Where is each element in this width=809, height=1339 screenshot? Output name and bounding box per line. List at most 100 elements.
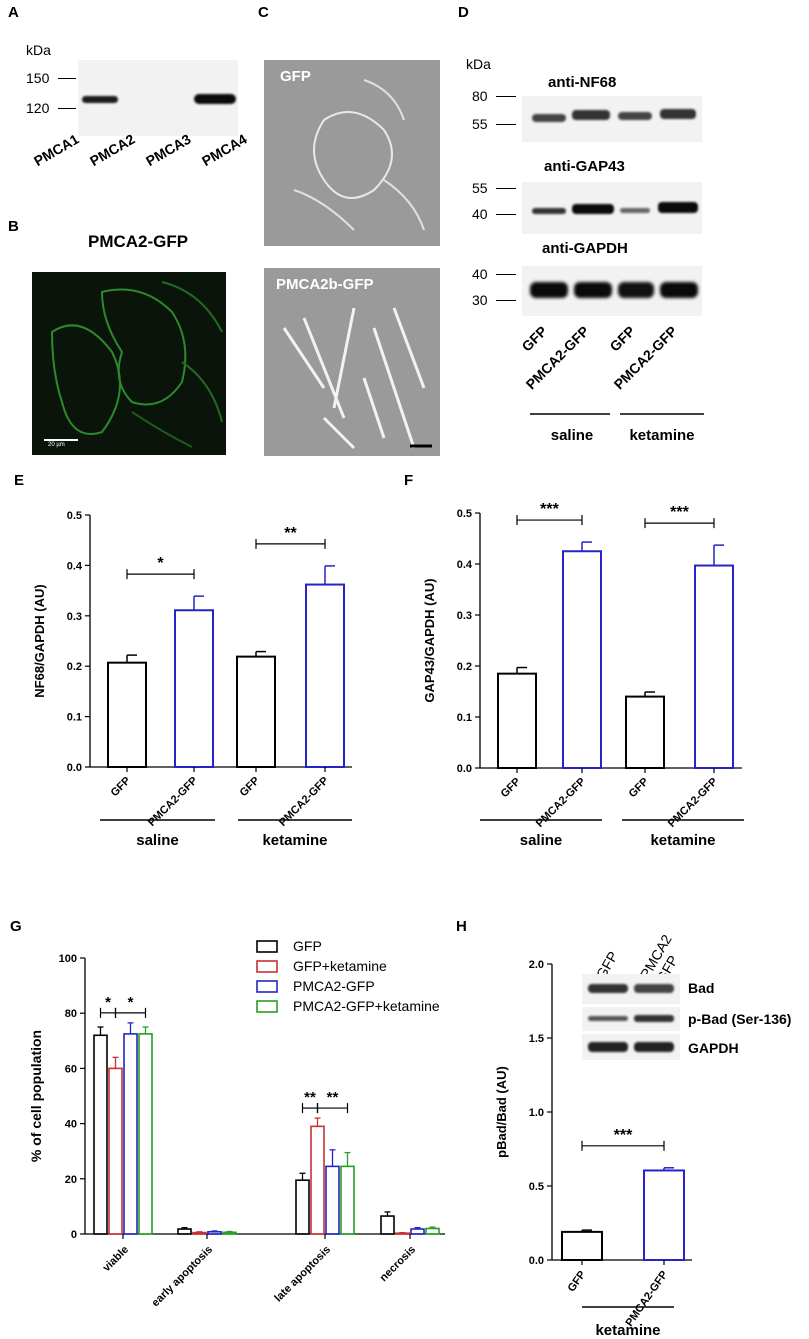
panel-a-lane-pmca4: PMCA4 (199, 131, 250, 169)
chart-f-ylabel: GAP43/GAPDH (AU) (422, 578, 437, 702)
panel-d-blot2-title: anti-GAP43 (544, 158, 625, 175)
chart-g-bar (295, 1179, 310, 1235)
panel-h-blot-bad (582, 974, 680, 1004)
chart-f-group-label: ketamine (650, 832, 715, 849)
chart-g-legend-swatch (256, 1000, 278, 1013)
panel-b-scale-label: 20 µm (48, 442, 65, 448)
panel-h-blot-label-pbad: p-Bad (Ser-136) (688, 1011, 792, 1027)
chart-g-bar (123, 1033, 138, 1235)
chart-g-ytick-label: 80 (65, 1008, 77, 1020)
chart-h-ytick-label: 0.0 (529, 1255, 544, 1267)
panel-a-lane-pmca3: PMCA3 (143, 131, 194, 169)
chart-g-ytick-label: 20 (65, 1174, 77, 1186)
chart-g-legend-label: GFP (293, 938, 322, 954)
chart-f-bar (625, 695, 665, 770)
panel-d-blot3-m40: 40 (472, 266, 488, 282)
chart-e-bar (174, 609, 214, 768)
panel-d-blot1-tick1 (496, 96, 516, 97)
chart-g-category-label: necrosis (378, 1244, 418, 1284)
panel-a-kda: kDa (26, 42, 51, 58)
chart-g-ytick-label: 100 (59, 953, 77, 965)
chart-e-category-label: GFP (238, 775, 262, 799)
panel-h-lane-labels: GFP PMCA2 -GFP (593, 932, 681, 988)
panel-d-blot1-m80: 80 (472, 88, 488, 104)
panel-d-blot1 (522, 96, 702, 142)
panel-d-blot2-band3 (620, 208, 650, 213)
chart-g-legend-swatch (256, 980, 278, 993)
chart-g-legend-swatch (256, 940, 278, 953)
chart-f-ytick-label: 0.2 (457, 661, 472, 673)
panel-h-blot-gapdh (582, 1034, 680, 1060)
panel-d-blot1-band3 (618, 112, 652, 120)
panel-a-band-pmca1 (82, 96, 118, 103)
chart-h-sig-label: *** (614, 1127, 633, 1144)
chart-f-bar (497, 672, 537, 769)
chart-g-bar (93, 1034, 108, 1235)
chart-f-bar (694, 564, 734, 769)
chart-g-legend-label: PMCA2-GFP+ketamine (293, 998, 440, 1014)
panel-a-lane-pmca1: PMCA1 (31, 131, 82, 169)
panel-a-blot (78, 60, 238, 136)
chart-e-ytick-label: 0.5 (67, 510, 82, 522)
panel-d-blot2-m40: 40 (472, 206, 488, 222)
chart-h-bar (643, 1169, 685, 1262)
chart-f-category-label: PMCA2-GFP (534, 776, 588, 830)
panel-h-gapdh-band2 (634, 1042, 674, 1052)
panel-g-label: G (10, 918, 22, 935)
chart-h-category-label: GFP (566, 1269, 589, 1294)
chart-g-legend-label: PMCA2-GFP (293, 978, 375, 994)
panel-b-fluorescence-image: 20 µm (32, 272, 226, 455)
panel-d-blot2-band4 (658, 202, 698, 213)
chart-g-bar (380, 1215, 395, 1235)
panel-h-gapdh-band1 (588, 1042, 628, 1052)
chart-g-bar (425, 1227, 440, 1235)
chart-f-ytick-label: 0.0 (457, 763, 472, 775)
panel-h-bad-band1 (588, 984, 628, 993)
panel-a-label: A (8, 4, 19, 21)
panel-a-lane-labels: PMCA1 PMCA2 PMCA3 PMCA4 (31, 131, 250, 169)
chart-g-sig-label: * (128, 994, 134, 1011)
panel-d-blot3-tick1 (496, 274, 516, 275)
panel-b-label: B (8, 218, 19, 235)
panel-d-blot2 (522, 182, 702, 234)
panel-d-blot1-tick2 (496, 124, 516, 125)
chart-g-sig-label: * (105, 994, 111, 1011)
chart-e-category-label: PMCA2-GFP (146, 775, 200, 829)
chart-g-bar (310, 1125, 325, 1235)
chart-f-group-label: saline (520, 832, 563, 849)
chart-g-bar (222, 1231, 237, 1235)
panel-c-pmca2b-image: PMCA2b-GFP (264, 268, 440, 456)
chart-g-bar (340, 1165, 355, 1235)
panel-d-blot1-title: anti-NF68 (548, 74, 617, 91)
chart-e-group-label: saline (136, 832, 179, 849)
chart-g-bar (138, 1033, 153, 1235)
chart-e-ytick-label: 0.4 (67, 560, 83, 572)
chart-e-ytick-label: 0.0 (67, 762, 82, 774)
panel-d-blot1-band1 (532, 114, 566, 122)
panel-g-chart: 0 20 40 60 80 100 % of cell population viable ea… (28, 938, 445, 1310)
panel-d-lane-1: GFP (518, 323, 550, 355)
panel-c-gfp-image: GFP (264, 60, 440, 246)
chart-f-bar (562, 550, 602, 769)
panel-h-pbad-band2 (634, 1015, 674, 1022)
panel-h-bad-band2 (634, 984, 674, 993)
chart-g-bar (410, 1228, 425, 1235)
chart-g-category-label: viable (101, 1244, 132, 1275)
chart-g-ylabel: % of cell population (28, 1030, 44, 1162)
panel-h-pbad-band1 (588, 1016, 628, 1021)
panel-d-blot3-m30: 30 (472, 292, 488, 308)
chart-e-category-label: GFP (109, 775, 133, 799)
chart-g-bar (395, 1232, 410, 1235)
panel-d-blot3-band3 (618, 282, 654, 298)
panel-c-pmca2b-label: PMCA2b-GFP (276, 276, 374, 293)
panel-d-lane-labels: GFP PMCA2-GFP GFP PMCA2-GFP saline ketam… (518, 323, 704, 444)
chart-f-ytick-label: 0.1 (457, 712, 472, 724)
chart-e-group-label: ketamine (262, 832, 327, 849)
chart-g-sig-label: ** (327, 1089, 339, 1106)
chart-e-bar (305, 583, 345, 768)
panel-f-chart: 0.0 0.1 0.2 0.3 0.4 0.5 GAP43/GAPDH (AU) GFP PMC… (422, 501, 744, 849)
chart-g-bar (108, 1067, 123, 1235)
chart-g-category-label: early apoptosis (150, 1244, 216, 1310)
panel-d-blot3-band1 (530, 282, 568, 298)
chart-f-ytick-label: 0.5 (457, 508, 472, 520)
